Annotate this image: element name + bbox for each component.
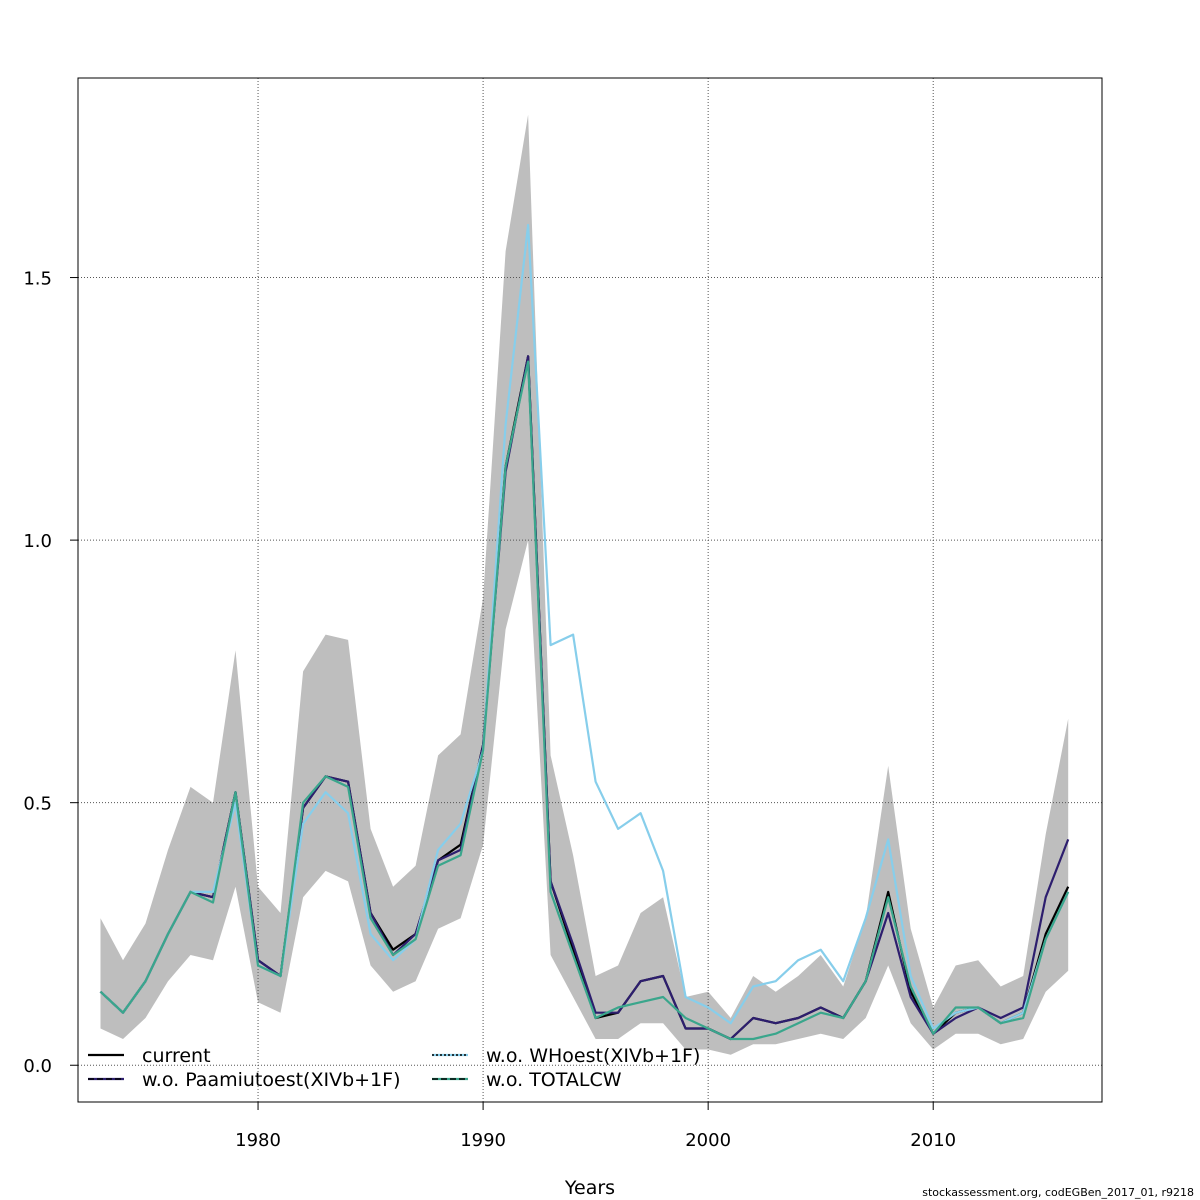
x-tick-label: 2000 — [685, 1130, 731, 1151]
x-tick-label: 1980 — [235, 1130, 281, 1151]
x-axis: 1980 1990 2000 2010 — [235, 1102, 956, 1151]
y-tick-label: 0.0 — [23, 1056, 52, 1077]
y-axis: 0.0 0.5 1.0 1.5 — [23, 269, 78, 1077]
x-tick-label: 2010 — [910, 1130, 956, 1151]
confidence-band — [100, 114, 1069, 1055]
confidence-band-layer — [100, 114, 1069, 1055]
series-line-4 — [99, 360, 1070, 1041]
x-axis-title: Years — [564, 1177, 615, 1199]
legend-label-3: w.o. WHoest(XIVb+1F) — [486, 1045, 700, 1067]
legend-label-2: w.o. Paamiutoest(XIVb+1F) — [142, 1069, 400, 1091]
legend-label-4: w.o. TOTALCW — [486, 1069, 622, 1091]
x-tick-label: 1990 — [460, 1130, 506, 1151]
y-tick-label: 0.5 — [23, 794, 52, 815]
footer-credit: stockassessment.org, codEGBen_2017_01, r… — [922, 1186, 1194, 1199]
series-line-2 — [99, 355, 1070, 1041]
legend-label-1: current — [142, 1045, 211, 1067]
y-tick-label: 1.0 — [23, 531, 52, 552]
y-tick-label: 1.5 — [23, 269, 52, 290]
series-layer — [99, 223, 1070, 1041]
plot-frame — [77, 77, 1103, 1103]
